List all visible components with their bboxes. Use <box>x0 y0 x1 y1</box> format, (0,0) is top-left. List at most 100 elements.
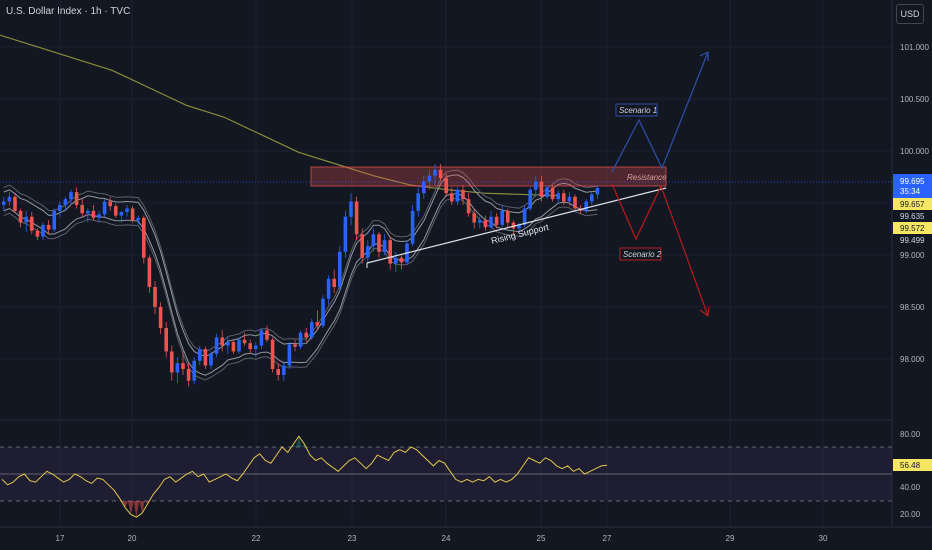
rsi-tag: 56.48 <box>900 461 921 470</box>
candle <box>590 194 594 202</box>
last-price-tag <box>893 174 932 198</box>
candle <box>511 222 516 229</box>
scenario-2-box <box>619 247 662 261</box>
candle <box>377 234 381 252</box>
currency-button[interactable]: USD <box>896 4 924 24</box>
price-label: 98.000 <box>900 355 925 364</box>
candle <box>298 332 303 347</box>
candle <box>158 306 163 328</box>
candle <box>30 216 34 231</box>
grid <box>0 0 892 527</box>
candle <box>164 328 168 352</box>
candle <box>461 189 465 200</box>
candle <box>444 178 448 194</box>
band-lower <box>3 193 598 376</box>
resistance-zone[interactable] <box>310 166 667 187</box>
candle <box>349 201 353 217</box>
candle <box>562 193 566 202</box>
candle <box>338 251 342 287</box>
rsi-oversold-fill <box>122 501 151 518</box>
candle <box>186 369 191 381</box>
candle <box>399 257 404 263</box>
candle <box>108 201 112 207</box>
candle <box>80 205 84 214</box>
price-axis[interactable]: 101.000 100.500 100.000 99.000 98.500 98… <box>900 43 929 364</box>
candle <box>74 192 79 205</box>
candle <box>573 196 577 209</box>
chart-title[interactable]: U.S. Dollar Index · 1h · TVC <box>6 6 131 17</box>
candle <box>466 199 471 214</box>
candle <box>102 201 107 215</box>
candle <box>181 363 185 369</box>
time-label: 20 <box>128 534 137 543</box>
scenario-1-path[interactable] <box>611 51 709 173</box>
rsi-label: 20.00 <box>900 510 921 519</box>
countdown-value: 35:34 <box>900 187 921 196</box>
candle <box>2 201 6 205</box>
time-axis[interactable]: 17 20 22 23 24 25 27 29 30 <box>56 534 828 543</box>
candle <box>276 369 280 375</box>
candle <box>326 278 331 299</box>
price-label: 98.500 <box>900 303 925 312</box>
candle <box>130 208 135 221</box>
candle <box>382 240 387 252</box>
scenario-2-path[interactable] <box>611 183 709 317</box>
time-label: 25 <box>537 534 546 543</box>
price-tag-bg <box>893 222 932 234</box>
time-label: 22 <box>252 534 261 543</box>
candle <box>483 220 488 228</box>
candle <box>478 220 482 223</box>
candle <box>46 224 51 230</box>
candle <box>259 330 264 346</box>
candle <box>595 188 600 195</box>
candle <box>522 208 527 225</box>
candle <box>248 343 252 350</box>
candle <box>220 337 224 346</box>
scenario-1-box <box>615 103 658 117</box>
candle <box>203 349 208 366</box>
time-label: 29 <box>726 534 735 543</box>
candle <box>550 187 555 200</box>
candle <box>242 339 247 344</box>
rsi-axis[interactable]: 80.00 40.00 20.00 56.48 <box>893 430 932 519</box>
rsi-label: 80.00 <box>900 430 921 439</box>
candle <box>237 339 241 352</box>
candle <box>388 240 392 264</box>
price-label: 100.500 <box>900 95 929 104</box>
candle <box>506 210 510 223</box>
candle <box>360 234 364 258</box>
candle <box>315 322 320 326</box>
candle <box>214 337 219 354</box>
price-tags: 99.695 35:34 99.657 99.635 99.572 99.499 <box>893 174 932 246</box>
candle <box>198 349 202 361</box>
candle <box>293 344 297 347</box>
candle <box>343 216 348 252</box>
candle <box>24 216 28 223</box>
rising-support-line[interactable] <box>366 187 667 264</box>
band-upper <box>3 174 598 357</box>
candle <box>170 351 174 373</box>
candle <box>500 210 504 225</box>
moving-average-line <box>0 34 561 197</box>
candle <box>472 213 476 223</box>
candle <box>192 360 196 381</box>
scenario-2-label: Scenario 2 <box>623 250 662 259</box>
candle <box>287 344 292 366</box>
candle <box>231 342 236 352</box>
candle <box>226 342 230 346</box>
candle <box>556 193 560 200</box>
rsi-overbought-fill <box>290 436 308 447</box>
time-label: 27 <box>603 534 612 543</box>
candle <box>265 330 269 340</box>
candle <box>142 217 146 258</box>
candle <box>58 205 62 211</box>
candle <box>147 257 152 287</box>
candle <box>410 210 415 244</box>
candle <box>433 169 437 176</box>
candle <box>371 234 376 246</box>
candles <box>2 164 600 387</box>
price-tag: 99.572 <box>900 224 925 233</box>
candle <box>35 230 40 237</box>
candle <box>125 208 129 213</box>
